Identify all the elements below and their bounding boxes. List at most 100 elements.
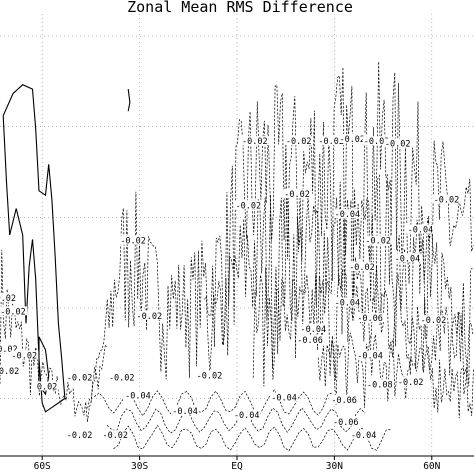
contour-label-bg (195, 370, 224, 380)
contour-label-bg (232, 410, 261, 420)
grid-lines (0, 14, 474, 456)
x-tick-label: 60S (34, 461, 51, 472)
contour-label-bg (299, 324, 328, 334)
contour-label-bg (270, 392, 299, 402)
contour-label: -0.02 (120, 237, 146, 247)
contour-label: -0.06 (297, 336, 323, 346)
contour-label: -0.02 (398, 378, 424, 388)
contour-label-bg (365, 379, 394, 389)
contour-label-bg (284, 136, 313, 146)
contour-label-bg (171, 405, 200, 415)
contour-label: -0.02 (67, 431, 93, 441)
contour-label-bg (65, 430, 94, 440)
contour-label: -0.04 (357, 352, 383, 362)
contour-plus-002-small (127, 89, 131, 112)
contour-label-bg (349, 430, 378, 440)
x-tick-label: 60N (423, 461, 440, 472)
contour-label: -0.02 (236, 201, 262, 211)
contour-label-bg (364, 235, 393, 245)
contour-label: -0.04 (300, 325, 326, 335)
contour-label-bg (330, 394, 359, 404)
contour-label: -0.06 (357, 314, 383, 324)
contour-band-3 (113, 424, 392, 452)
contour-label-bg (296, 335, 325, 345)
contour-label-bg (333, 209, 362, 219)
contour-label-bg (331, 416, 360, 426)
contour-label-bg (396, 377, 425, 387)
x-axis: 60S 30S EQ 30N 60N (0, 455, 474, 472)
contour-label-bg (107, 372, 136, 382)
contour-label-bg (393, 253, 422, 263)
contour-label: -0.08 (367, 380, 393, 390)
contour-labels: -0.02 -0.02 -0.02-0.02-0.02-0.02-0.02-0.02… (0, 133, 461, 441)
contour-label-bg (338, 133, 367, 143)
contour-label-bg (119, 235, 148, 245)
contour-label: -0.02 (0, 294, 16, 304)
contour-label: -0.02 (242, 137, 268, 147)
contour-minus-002-south (0, 249, 108, 423)
contour-minus-006 (252, 265, 474, 395)
contour-label: -0.02 (67, 374, 93, 384)
chart-title: Zonal Mean RMS Difference (127, 0, 353, 16)
contour-label: -0.04 (335, 210, 361, 220)
contour-label-bg (240, 136, 269, 146)
contour-label-bg (10, 350, 39, 360)
contour-label: -0.02 (385, 139, 411, 149)
contour-label: -0.02 (286, 137, 312, 147)
contour-label: -0.04 (234, 411, 260, 421)
contour-label-bg (356, 350, 385, 360)
contour-label: -0.02 (109, 374, 135, 384)
contour-label: -0.04 (271, 394, 297, 404)
contour-label: -0.02 (284, 190, 310, 200)
contour-label-bg (0, 343, 19, 353)
contour-label-bg (135, 310, 164, 320)
contour-label-bg (0, 306, 27, 316)
contour-label: -0.02 (0, 307, 26, 317)
contour-label-bg (317, 136, 346, 146)
contour-label: -0.02 (434, 196, 460, 206)
x-tick-label: EQ (231, 461, 243, 472)
contour-label-bg (383, 138, 412, 148)
contour-label: -0.04 (351, 431, 377, 441)
contour-label-bg (347, 262, 376, 272)
contour-label: -0.02 (12, 352, 38, 362)
contour-label-bg (419, 315, 448, 325)
contour-label: -0.06 (331, 396, 357, 406)
contour-label: -0.02 (197, 371, 223, 381)
contour-label: -0.04 (408, 226, 434, 236)
contour-label: -0.04 (395, 254, 421, 264)
contour-label: -0.02 (0, 345, 18, 355)
contour-label-bg (356, 312, 385, 322)
contour-label: -0.04 (172, 407, 198, 417)
contour-label: -0.02 (102, 431, 128, 441)
contour-label-bg (432, 194, 461, 204)
contour-minus-008 (317, 332, 474, 419)
contour-band-1 (93, 389, 333, 417)
contour-label: -0.06 (333, 418, 359, 428)
contour-label-bg (333, 297, 362, 307)
contour-label-bg (234, 200, 263, 210)
contour-lines (0, 61, 474, 452)
contour-minus-004 (204, 174, 473, 387)
contour-band-2 (106, 407, 366, 434)
contour-label: -0.02 (137, 312, 163, 322)
contour-label: -0.02 (339, 135, 365, 145)
contour-label-bg (0, 293, 18, 303)
contour-label-bg (283, 189, 312, 199)
contour-label: -0.02 (421, 316, 447, 326)
contour-label-bg (123, 390, 152, 400)
contour-label-bg (0, 366, 21, 376)
contour-label: -0.02 (318, 137, 344, 147)
contour-label: 0.02 (37, 382, 57, 392)
contour-label-bg (362, 136, 391, 146)
contour-label: -0.02 (364, 137, 390, 147)
contour-label-bg (35, 381, 59, 391)
contour-label: -0.02 (349, 263, 375, 273)
x-tick-label: 30S (131, 461, 148, 472)
contour-label-bg (65, 372, 94, 382)
contour-plus-002 (2, 84, 66, 413)
contour-label: -0.04 (125, 391, 151, 401)
contour-label: -0.02 (0, 367, 19, 377)
contour-label-bg (406, 224, 435, 234)
